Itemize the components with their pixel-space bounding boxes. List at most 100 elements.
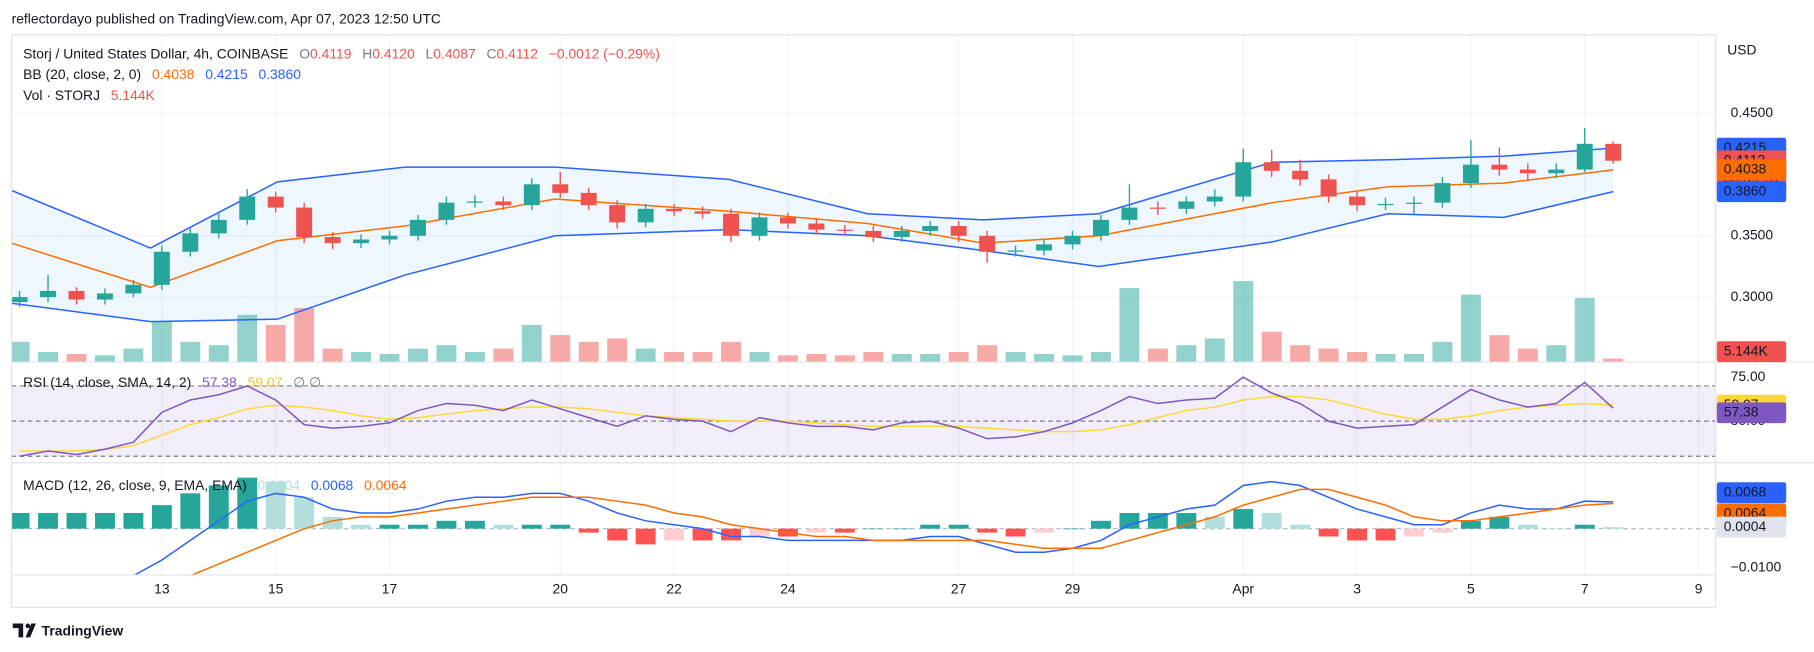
volume-bar: [1261, 331, 1282, 363]
candle-body: [381, 235, 398, 240]
candle-body: [296, 207, 313, 238]
volume-text: 5.144K: [1724, 342, 1769, 358]
volume-bar: [123, 348, 144, 363]
macd-histogram-bar: [180, 493, 201, 529]
rsi-line: [19, 376, 1614, 457]
macd-histogram-bar: [1318, 528, 1339, 537]
x-tick-label: 20: [553, 581, 569, 597]
macd-line: [133, 480, 1614, 575]
macd-hist-box: [1716, 516, 1787, 538]
macd-hist-text: 0.0004: [1724, 518, 1767, 534]
volume-bar: [721, 341, 741, 363]
rsi-ma-value: 59.07: [248, 374, 283, 390]
volume-bar: [265, 324, 286, 363]
volume-bar: [1062, 355, 1083, 363]
candle-body: [808, 223, 825, 230]
macd-histogram-bar: [891, 528, 912, 530]
candle-body: [1605, 143, 1622, 161]
candle-body: [466, 201, 483, 203]
macd-histogram-bar: [38, 512, 58, 529]
macd-histogram-bar: [1176, 512, 1197, 529]
macd-histogram-bar: [351, 524, 372, 529]
macd-histogram-bar: [578, 528, 599, 533]
macd-histogram-bar: [1546, 528, 1567, 530]
volume-bar: [749, 351, 770, 363]
candle-body: [96, 293, 113, 300]
candle-body: [1434, 183, 1451, 203]
vol-legend: Vol · STORJ 5.144K: [23, 87, 155, 103]
candle-body: [1462, 164, 1479, 184]
volume-bar: [664, 351, 685, 363]
logo-dot: [25, 623, 31, 629]
macd-histogram-bar: [635, 528, 656, 545]
volume-bar: [1460, 294, 1481, 363]
volume-bar: [977, 345, 998, 363]
macd-histogram-bar: [607, 528, 628, 541]
bb-legend: BB (20, close, 2, 0) 0.4038 0.4215 0.386…: [23, 66, 301, 82]
macd-histogram-bar: [1233, 509, 1254, 529]
macd-title: MACD (12, 26, close, 9, EMA, EMA): [23, 477, 247, 493]
macd-histogram-bar: [1489, 516, 1510, 529]
volume-bar: [777, 355, 798, 363]
candle-body: [68, 290, 85, 300]
macd-hist-value: 0.0004: [258, 477, 301, 493]
bb-basis-box: [1716, 159, 1787, 181]
frame: [11, 34, 1814, 608]
volume-bar: [180, 341, 201, 363]
macd-signal-text: 0.0064: [1724, 505, 1767, 521]
macd-histogram-bar: [521, 524, 542, 529]
main-legend: Storj / United States Dollar, 4h, COINBA…: [23, 45, 660, 61]
volume-bar: [920, 353, 941, 363]
macd-histogram-bar: [1119, 512, 1140, 529]
macd-histogram-bar: [436, 520, 457, 529]
macd-text: 0.0068: [1724, 483, 1767, 499]
x-tick-label: 17: [382, 581, 398, 597]
macd-histogram-bar: [692, 528, 713, 541]
candle-body: [922, 225, 939, 231]
macd-histogram-bar: [948, 524, 969, 529]
macd-histogram-bar: [11, 512, 30, 529]
volume-bar: [1347, 351, 1368, 363]
volume-bar: [607, 338, 628, 363]
candle-body: [1576, 143, 1593, 170]
volume-bar: [208, 345, 229, 363]
candle-body: [1406, 202, 1422, 204]
macd-histogram-bar: [721, 528, 741, 541]
candle-body: [1007, 250, 1024, 252]
macd-histogram-bar: [1375, 528, 1396, 541]
rsi-pane: [11, 376, 1716, 457]
volume-bar: [1574, 297, 1595, 363]
volume-bar: [38, 351, 58, 363]
candle-body: [1263, 162, 1280, 171]
candle-body: [865, 230, 882, 238]
bb-basis: [11, 169, 1614, 289]
plot-border: [11, 34, 1717, 608]
macd-histogram-bar: [1034, 528, 1054, 533]
macd-histogram-bar: [322, 516, 343, 529]
volume-bar: [66, 353, 87, 363]
symbol-title: Storj / United States Dollar, 4h, COINBA…: [23, 45, 288, 61]
rsi-legend: RSI (14, close, SMA, 14, 2) 57.38 59.07 …: [23, 374, 321, 390]
x-tick-label: Apr: [1232, 581, 1254, 597]
macd-legend: MACD (12, 26, close, 9, EMA, EMA) 0.0004…: [23, 477, 407, 493]
bb-lower-value: 0.3860: [258, 66, 301, 82]
volume-bar: [948, 351, 969, 363]
volume-bar: [692, 351, 713, 363]
volume-bar: [1375, 353, 1396, 363]
candle-body: [723, 213, 739, 236]
macd-histogram-bar: [1090, 520, 1111, 529]
candle-body: [1377, 203, 1394, 206]
volume-bar: [1119, 287, 1140, 363]
candle-body: [580, 192, 597, 206]
volume-bar: [379, 353, 400, 363]
rsi-box: [1716, 402, 1787, 424]
volume-bar: [1034, 353, 1054, 363]
candle-body: [1519, 169, 1536, 174]
candle-body: [950, 225, 967, 236]
macd-histogram-bar: [863, 528, 884, 530]
publish-header: reflectordayo published on TradingView.c…: [12, 10, 441, 26]
macd-histogram-bar: [1432, 528, 1453, 533]
macd-histogram-bar: [123, 512, 144, 529]
x-tick-label: 15: [268, 581, 284, 597]
